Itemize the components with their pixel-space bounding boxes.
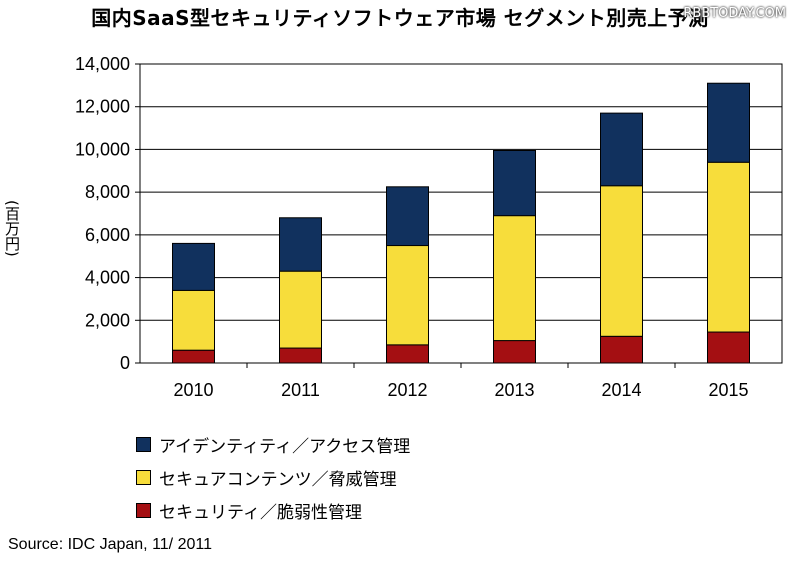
- bar-segment-2010-s2: [172, 242, 215, 291]
- bar-segment-2010-s0: [172, 349, 215, 364]
- bar-segment-2015-s2: [707, 82, 750, 163]
- y-tick-label: 14,000: [75, 54, 130, 74]
- stacked-bar-chart: 0 2,000 4,000 6,000 8,000 10,000 12,000 14,000 2…: [75, 54, 783, 400]
- bar-segment-2011-s2: [279, 217, 322, 272]
- legend-item-vulnerability: セキュリティ／脆弱性管理: [136, 494, 410, 527]
- bar-segment-2013-s1: [493, 215, 536, 342]
- legend-label-identity: アイデンティティ／アクセス管理: [159, 437, 411, 457]
- legend-label-secure-content: セキュアコンテンツ／脅威管理: [159, 470, 397, 490]
- legend-label-vulnerability: セキュリティ／脆弱性管理: [159, 503, 362, 523]
- y-tick-label: 8,000: [85, 182, 130, 202]
- y-tick-label: 12,000: [75, 97, 130, 117]
- bar-segment-2015-s0: [707, 331, 750, 364]
- bar-segment-2013-s0: [493, 340, 536, 364]
- bar-segment-2014-s2: [600, 112, 643, 187]
- legend-swatch-secure-content: [136, 470, 151, 485]
- y-tick-label: 6,000: [85, 225, 130, 245]
- x-tick-label: 2014: [601, 380, 641, 400]
- bar-segment-2012-s0: [386, 344, 429, 364]
- x-tick-label: 2011: [281, 380, 320, 400]
- bar-segment-2014-s0: [600, 335, 643, 364]
- bar-segment-2012-s2: [386, 186, 429, 247]
- y-tick-label: 4,000: [85, 268, 130, 288]
- legend: アイデンティティ／アクセス管理 セキュアコンテンツ／脅威管理 セキュリティ／脆弱…: [136, 428, 410, 527]
- y-axis-label: (百万円): [3, 200, 21, 257]
- legend-item-secure-content: セキュアコンテンツ／脅威管理: [136, 461, 410, 494]
- bar-segment-2010-s1: [172, 289, 215, 351]
- chart-title: 国内SaaS型セキュリティソフトウェア市場 セグメント別売上予測: [91, 6, 709, 30]
- x-tick-label: 2012: [387, 380, 427, 400]
- x-tick-label: 2010: [173, 380, 213, 400]
- bar-segment-2011-s1: [279, 270, 322, 349]
- bar-segment-2014-s1: [600, 185, 643, 337]
- y-tick-label: 10,000: [75, 139, 130, 159]
- legend-swatch-vulnerability: [136, 503, 151, 518]
- y-tick-label: 0: [120, 353, 130, 373]
- x-tick-label: 2013: [494, 380, 534, 400]
- legend-item-identity: アイデンティティ／アクセス管理: [136, 428, 410, 461]
- bar-segment-2012-s1: [386, 245, 429, 346]
- bar-segment-2013-s2: [493, 149, 536, 217]
- bar-segment-2015-s1: [707, 161, 750, 333]
- bar-segment-2011-s0: [279, 347, 322, 364]
- legend-swatch-identity: [136, 437, 151, 452]
- y-tick-label: 2,000: [85, 310, 130, 330]
- x-tick-label: 2015: [708, 380, 748, 400]
- source-note: Source: IDC Japan, 11/ 2011: [8, 536, 212, 553]
- plot-area-border: [139, 63, 783, 364]
- watermark: RBBTODAY.COM: [683, 6, 786, 21]
